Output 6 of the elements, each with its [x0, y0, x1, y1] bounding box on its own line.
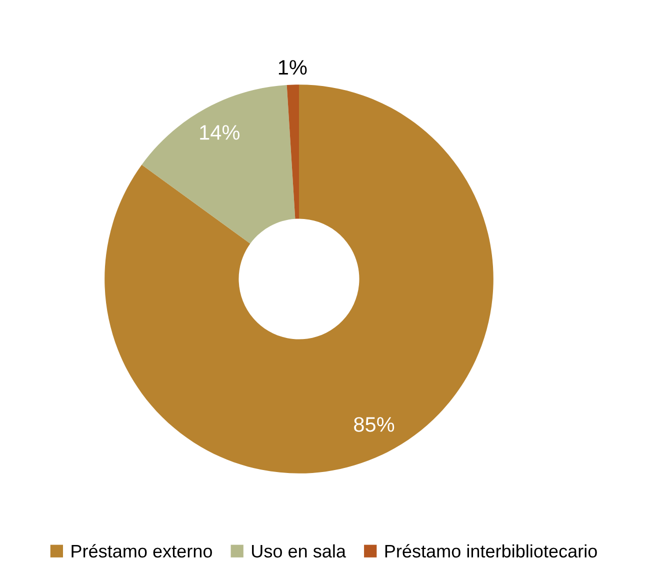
legend-label: Préstamo interbibliotecario — [385, 544, 597, 558]
legend-label: Préstamo externo — [72, 544, 212, 558]
data-label: 1% — [278, 60, 307, 75]
data-label: 85% — [354, 417, 394, 432]
legend-label: Uso en sala — [252, 544, 346, 558]
data-label: 14% — [200, 125, 240, 140]
